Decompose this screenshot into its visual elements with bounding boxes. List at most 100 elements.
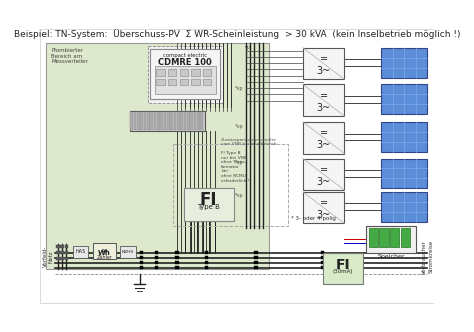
Text: =: =	[319, 199, 328, 208]
Text: FI: FI	[336, 258, 350, 272]
Bar	[366, 226, 416, 253]
Text: 3~: 3~	[317, 103, 331, 113]
Bar	[139, 261, 143, 264]
Bar	[191, 69, 200, 76]
Text: Wh: Wh	[98, 250, 111, 256]
Bar	[204, 261, 208, 264]
Bar	[64, 251, 68, 254]
Bar	[204, 251, 208, 254]
Text: *vp: *vp	[235, 194, 244, 199]
Bar	[64, 257, 68, 260]
Bar	[184, 112, 186, 130]
Bar	[201, 112, 203, 130]
Bar	[139, 256, 143, 259]
Bar	[137, 112, 139, 130]
Bar	[155, 266, 158, 269]
Bar	[150, 49, 220, 99]
Bar	[157, 112, 160, 130]
Bar	[180, 69, 188, 76]
Text: Verbraucher
Stromkreise: Verbraucher Stromkreise	[422, 240, 433, 274]
Bar	[369, 228, 378, 247]
Bar	[381, 48, 427, 78]
Bar	[140, 112, 143, 130]
Bar	[155, 261, 158, 264]
Bar	[184, 188, 234, 221]
Bar	[175, 251, 179, 254]
Bar	[119, 246, 136, 258]
Text: Beispiel: TN-System:  Überschuss-PV  Σ WR-Scheinleistung  > 30 kVA  (kein Inselb: Beispiel: TN-System: Überschuss-PV Σ WR-…	[14, 30, 460, 39]
Bar	[156, 79, 164, 85]
Bar	[130, 112, 133, 130]
Text: ⇔: ⇔	[101, 245, 108, 254]
Bar	[255, 266, 258, 269]
Bar	[323, 253, 363, 284]
Bar	[60, 251, 64, 254]
Bar	[170, 112, 173, 130]
Text: *vp: *vp	[235, 86, 244, 91]
Bar	[303, 48, 345, 79]
Bar	[203, 79, 211, 85]
Bar	[321, 266, 325, 269]
Bar	[173, 144, 288, 226]
Text: =: =	[319, 128, 328, 138]
Bar	[194, 112, 196, 130]
Bar	[381, 122, 427, 152]
Bar	[150, 112, 153, 130]
Bar	[155, 256, 158, 259]
Bar	[156, 69, 164, 76]
Text: Plombierter
Bereich am
Messverteiler: Plombierter Bereich am Messverteiler	[51, 48, 88, 64]
Bar	[321, 251, 325, 254]
Text: =: =	[319, 165, 328, 175]
Text: *vp: *vp	[235, 160, 244, 165]
Text: 3~: 3~	[317, 177, 331, 187]
Bar	[129, 111, 204, 131]
Bar	[73, 246, 88, 258]
Bar	[164, 112, 166, 130]
Bar	[255, 251, 258, 254]
Bar	[60, 245, 64, 248]
Bar	[175, 261, 179, 264]
Bar	[255, 256, 258, 259]
Text: =: =	[319, 54, 328, 64]
Bar	[155, 66, 216, 94]
Bar	[177, 112, 180, 130]
Text: CDMRE 100: CDMRE 100	[158, 58, 212, 67]
Bar	[390, 228, 400, 247]
Bar	[147, 112, 149, 130]
Bar	[180, 112, 183, 130]
Bar	[56, 251, 60, 254]
Bar	[173, 112, 176, 130]
Text: 3~: 3~	[317, 66, 331, 76]
Bar	[380, 228, 389, 247]
Text: Type B: Type B	[197, 204, 220, 210]
Bar	[168, 79, 176, 85]
Text: *vp: *vp	[235, 124, 244, 128]
Bar	[203, 69, 211, 76]
Bar	[303, 84, 345, 116]
Bar	[303, 192, 345, 223]
Bar	[381, 192, 427, 222]
Text: FI Type B
nur bei VNB
ohne Trans-
formator
bei
ohne RCMU
erforderlich !: FI Type B nur bei VNB ohne Trans- format…	[221, 151, 250, 183]
Bar	[204, 256, 208, 259]
Bar	[168, 69, 176, 76]
Bar	[93, 243, 116, 259]
Bar	[139, 251, 143, 254]
Bar	[180, 79, 188, 85]
Text: vp: vp	[246, 45, 251, 50]
Bar	[139, 266, 143, 269]
Bar	[175, 266, 179, 269]
Bar	[56, 245, 60, 248]
Text: 3~: 3~	[317, 140, 331, 150]
Text: Vorfeld-
Netz: Vorfeld- Netz	[43, 246, 53, 268]
Text: Zähler: Zähler	[97, 255, 112, 260]
Bar	[191, 112, 193, 130]
Text: Speicher: Speicher	[377, 254, 405, 259]
Bar	[204, 266, 208, 269]
Bar	[154, 112, 156, 130]
Bar	[197, 112, 200, 130]
Bar	[56, 257, 60, 260]
Bar	[303, 158, 345, 190]
Bar	[160, 112, 163, 130]
Text: (30mA): (30mA)	[333, 269, 353, 274]
Bar	[175, 256, 179, 259]
